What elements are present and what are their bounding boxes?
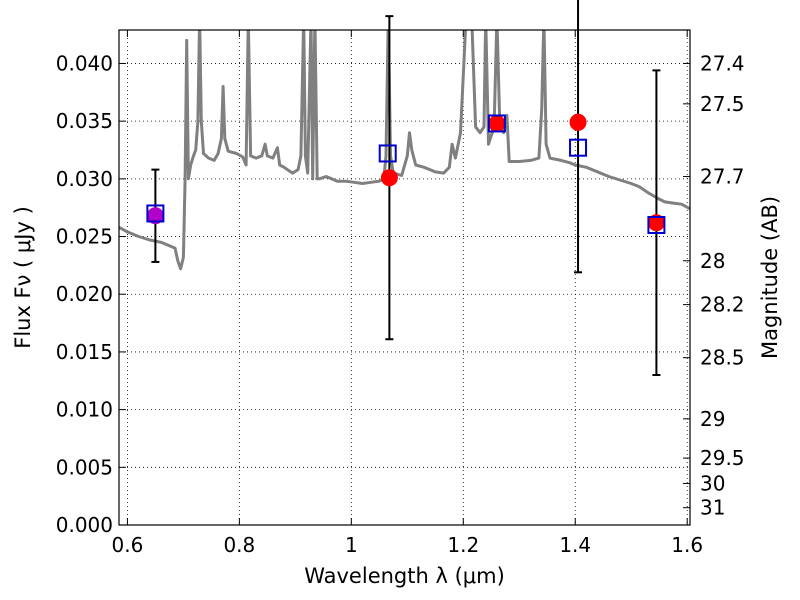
x-tick-label: 1.4 [559, 533, 591, 557]
right-tick-label: 28 [700, 249, 725, 273]
right-tick-label: 27.4 [700, 51, 745, 75]
y-tick-label: 0.035 [56, 109, 113, 133]
x-tick-label: 1.6 [671, 533, 703, 557]
y-tick-label: 0.005 [56, 455, 113, 479]
observed-point [488, 114, 506, 132]
plot-frame [118, 29, 691, 526]
points-layer [146, 113, 665, 232]
observed-point [569, 113, 587, 131]
model-square [146, 204, 165, 223]
errorbar-layer [151, 0, 661, 376]
right-tick-label: 28.5 [700, 346, 745, 370]
y-tick-label: 0.040 [56, 51, 113, 75]
right-tick-label: 27.5 [700, 92, 745, 116]
grid-lines [119, 30, 690, 526]
model-spectrum-line [119, 30, 690, 271]
y-axis-ticks: 0.000 0.005 0.010 0.015 0.020 0.025 0.030 0.035… [56, 51, 126, 537]
model-square [378, 144, 397, 163]
right-tick-label: 29.5 [700, 446, 745, 470]
x-axis-label: Wavelength λ (μm) [304, 564, 505, 588]
x-axis-ticks: 0.6 0.8 1 1.2 1.4 1.6 [111, 30, 703, 557]
model-square [569, 138, 588, 157]
y-tick-label: 0.000 [56, 513, 113, 537]
x-tick-label: 0.6 [111, 533, 143, 557]
y-tick-label: 0.015 [56, 340, 113, 364]
y-tick-label: 0.020 [56, 282, 113, 306]
y-tick-label: 0.010 [56, 398, 113, 422]
x-tick-label: 0.8 [223, 533, 255, 557]
model-square [647, 216, 666, 234]
right-tick-label: 27.7 [700, 165, 745, 189]
squares-layer [146, 114, 666, 234]
x-tick-label: 1 [345, 533, 358, 557]
y-tick-label: 0.030 [56, 167, 113, 191]
right-tick-label: 30 [700, 471, 725, 495]
right-axis-label: Magnitude (AB) [758, 196, 782, 359]
right-tick-label: 31 [700, 496, 725, 520]
y-tick-label: 0.025 [56, 225, 113, 249]
right-tick-label: 28.2 [700, 293, 745, 317]
x-tick-label: 1.2 [447, 533, 479, 557]
spectrum-layer [119, 30, 690, 271]
right-tick-label: 29 [700, 407, 725, 431]
y-axis-label: Flux Fν ( μJy ) [11, 206, 35, 349]
model-square [487, 114, 506, 133]
observed-point [380, 169, 398, 187]
